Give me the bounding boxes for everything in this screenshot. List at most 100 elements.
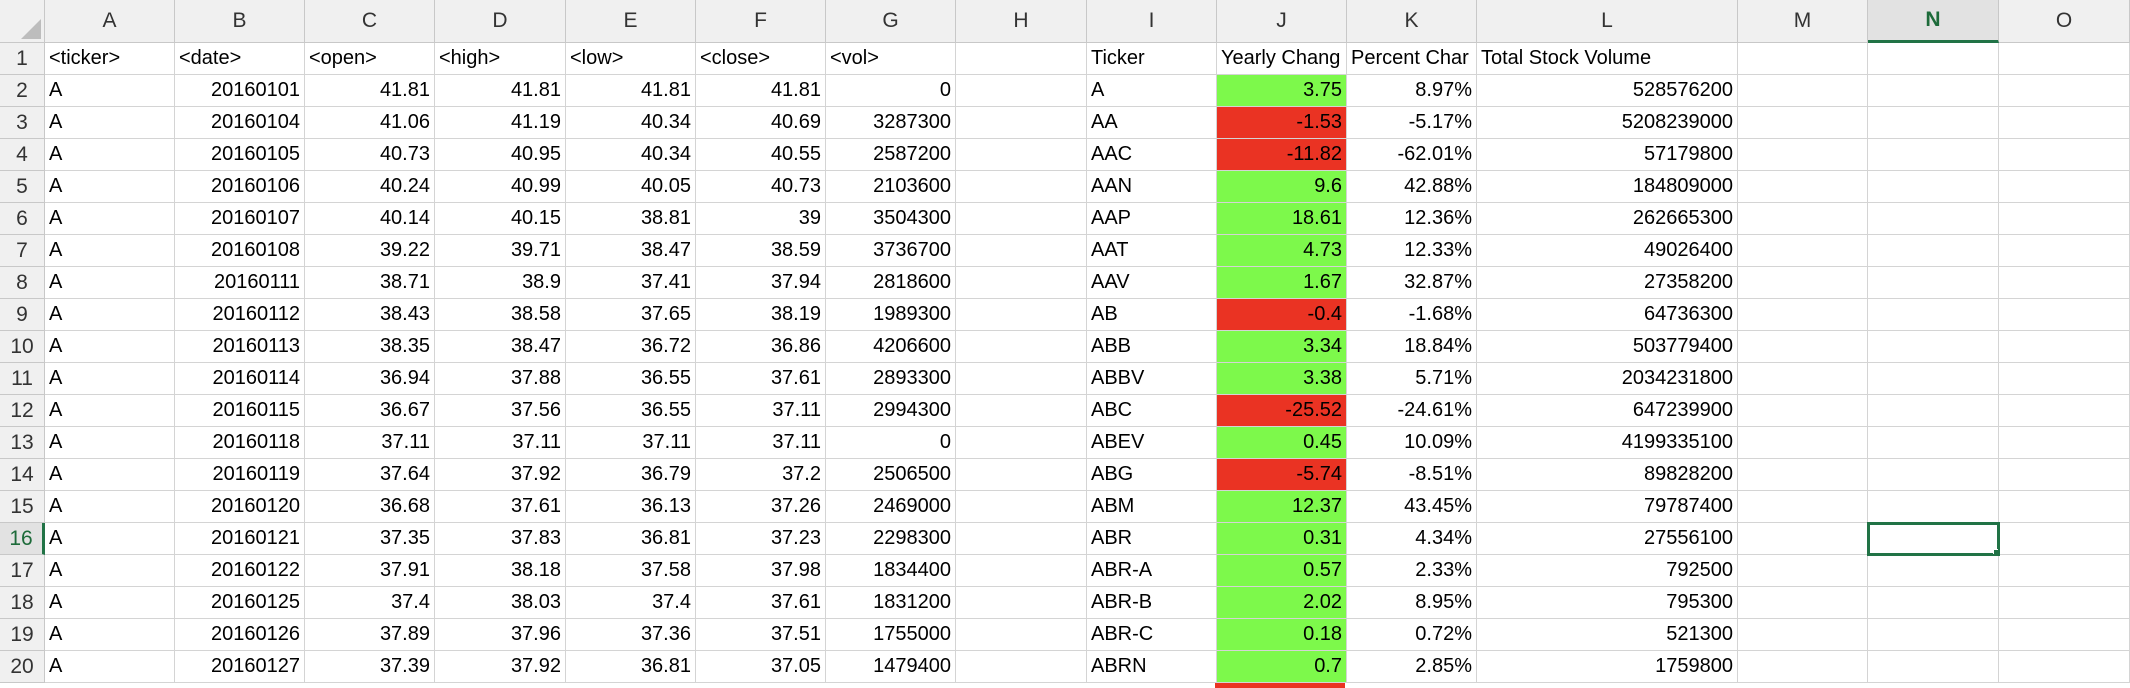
cell-j7[interactable]: 4.73 [1217, 235, 1347, 267]
cell-h13[interactable] [956, 427, 1087, 459]
column-header-b[interactable]: B [175, 0, 305, 43]
column-header-l[interactable]: L [1477, 0, 1738, 43]
cell-b8[interactable]: 20160111 [175, 267, 305, 299]
cell-k10[interactable]: 18.84% [1347, 331, 1477, 363]
cell-i19[interactable]: ABR-C [1087, 619, 1217, 651]
cell-n9[interactable] [1868, 299, 1999, 331]
row-header-17[interactable]: 17 [0, 555, 45, 587]
cell-o11[interactable] [1999, 363, 2130, 395]
cell-g12[interactable]: 2994300 [826, 395, 956, 427]
cell-l7[interactable]: 49026400 [1477, 235, 1738, 267]
cell-m10[interactable] [1738, 331, 1868, 363]
cell-n3[interactable] [1868, 107, 1999, 139]
cell-n12[interactable] [1868, 395, 1999, 427]
cell-e1[interactable]: <low> [566, 43, 696, 75]
cell-k5[interactable]: 42.88% [1347, 171, 1477, 203]
cell-c18[interactable]: 37.4 [305, 587, 435, 619]
cell-b1[interactable]: <date> [175, 43, 305, 75]
cell-c9[interactable]: 38.43 [305, 299, 435, 331]
cell-o2[interactable] [1999, 75, 2130, 107]
cell-a20[interactable]: A [45, 651, 175, 683]
cell-n5[interactable] [1868, 171, 1999, 203]
cell-o18[interactable] [1999, 587, 2130, 619]
cell-l3[interactable]: 5208239000 [1477, 107, 1738, 139]
cell-a5[interactable]: A [45, 171, 175, 203]
cell-e3[interactable]: 40.34 [566, 107, 696, 139]
cell-c15[interactable]: 36.68 [305, 491, 435, 523]
cell-b7[interactable]: 20160108 [175, 235, 305, 267]
cell-e12[interactable]: 36.55 [566, 395, 696, 427]
cell-a8[interactable]: A [45, 267, 175, 299]
cell-m20[interactable] [1738, 651, 1868, 683]
cell-i18[interactable]: ABR-B [1087, 587, 1217, 619]
cell-i10[interactable]: ABB [1087, 331, 1217, 363]
cell-m1[interactable] [1738, 43, 1868, 75]
cell-e15[interactable]: 36.13 [566, 491, 696, 523]
cell-h16[interactable] [956, 523, 1087, 555]
cell-m11[interactable] [1738, 363, 1868, 395]
cell-m6[interactable] [1738, 203, 1868, 235]
cell-k1[interactable]: Percent Char [1347, 43, 1477, 75]
cell-d12[interactable]: 37.56 [435, 395, 566, 427]
cell-a4[interactable]: A [45, 139, 175, 171]
cell-l1[interactable]: Total Stock Volume [1477, 43, 1738, 75]
cell-f16[interactable]: 37.23 [696, 523, 826, 555]
cell-n17[interactable] [1868, 555, 1999, 587]
cell-m19[interactable] [1738, 619, 1868, 651]
cell-b18[interactable]: 20160125 [175, 587, 305, 619]
cell-m17[interactable] [1738, 555, 1868, 587]
cell-d2[interactable]: 41.81 [435, 75, 566, 107]
column-header-i[interactable]: I [1087, 0, 1217, 43]
cell-c8[interactable]: 38.71 [305, 267, 435, 299]
cell-f18[interactable]: 37.61 [696, 587, 826, 619]
cell-l10[interactable]: 503779400 [1477, 331, 1738, 363]
cell-l15[interactable]: 79787400 [1477, 491, 1738, 523]
cell-l9[interactable]: 64736300 [1477, 299, 1738, 331]
cell-c10[interactable]: 38.35 [305, 331, 435, 363]
cell-i20[interactable]: ABRN [1087, 651, 1217, 683]
cell-m18[interactable] [1738, 587, 1868, 619]
column-header-d[interactable]: D [435, 0, 566, 43]
cell-j6[interactable]: 18.61 [1217, 203, 1347, 235]
cell-h6[interactable] [956, 203, 1087, 235]
row-header-13[interactable]: 13 [0, 427, 45, 459]
cell-m4[interactable] [1738, 139, 1868, 171]
cell-j19[interactable]: 0.18 [1217, 619, 1347, 651]
cell-i12[interactable]: ABC [1087, 395, 1217, 427]
row-header-15[interactable]: 15 [0, 491, 45, 523]
cell-j10[interactable]: 3.34 [1217, 331, 1347, 363]
cell-h10[interactable] [956, 331, 1087, 363]
cell-i8[interactable]: AAV [1087, 267, 1217, 299]
cell-b2[interactable]: 20160101 [175, 75, 305, 107]
cell-a18[interactable]: A [45, 587, 175, 619]
cell-j3[interactable]: -1.53 [1217, 107, 1347, 139]
cell-i6[interactable]: AAP [1087, 203, 1217, 235]
row-header-16[interactable]: 16 [0, 523, 45, 555]
column-header-g[interactable]: G [826, 0, 956, 43]
cell-b4[interactable]: 20160105 [175, 139, 305, 171]
cell-g9[interactable]: 1989300 [826, 299, 956, 331]
row-header-8[interactable]: 8 [0, 267, 45, 299]
cell-l8[interactable]: 27358200 [1477, 267, 1738, 299]
cell-g5[interactable]: 2103600 [826, 171, 956, 203]
cell-c11[interactable]: 36.94 [305, 363, 435, 395]
cell-h19[interactable] [956, 619, 1087, 651]
cell-b10[interactable]: 20160113 [175, 331, 305, 363]
cell-a7[interactable]: A [45, 235, 175, 267]
cell-l17[interactable]: 792500 [1477, 555, 1738, 587]
cell-g18[interactable]: 1831200 [826, 587, 956, 619]
cell-k13[interactable]: 10.09% [1347, 427, 1477, 459]
cell-b5[interactable]: 20160106 [175, 171, 305, 203]
cell-n1[interactable] [1868, 43, 1999, 75]
cell-j5[interactable]: 9.6 [1217, 171, 1347, 203]
cell-o17[interactable] [1999, 555, 2130, 587]
cell-k4[interactable]: -62.01% [1347, 139, 1477, 171]
cell-f5[interactable]: 40.73 [696, 171, 826, 203]
cell-c13[interactable]: 37.11 [305, 427, 435, 459]
cell-o19[interactable] [1999, 619, 2130, 651]
cell-m16[interactable] [1738, 523, 1868, 555]
cell-f15[interactable]: 37.26 [696, 491, 826, 523]
column-header-j[interactable]: J [1217, 0, 1347, 43]
cell-e9[interactable]: 37.65 [566, 299, 696, 331]
cell-k17[interactable]: 2.33% [1347, 555, 1477, 587]
